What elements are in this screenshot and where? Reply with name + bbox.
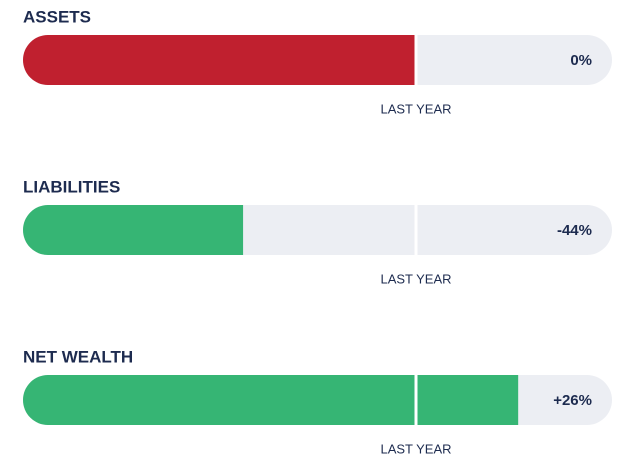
bar-fill (23, 35, 416, 85)
bar-fill (23, 375, 519, 425)
change-label: +26% (553, 392, 592, 409)
bar-group (23, 35, 612, 85)
marker-label: LAST YEAR (380, 441, 451, 456)
last-year-marker (414, 35, 418, 85)
bar-group (23, 375, 612, 425)
last-year-marker (414, 205, 418, 255)
bar-fill (23, 205, 244, 255)
change-label: 0% (570, 52, 592, 69)
change-label: -44% (557, 222, 592, 239)
bar-group (23, 205, 612, 255)
marker-label: LAST YEAR (380, 271, 451, 286)
section-title: LIABILITIES (23, 177, 120, 196)
last-year-marker (414, 375, 418, 425)
marker-label: LAST YEAR (380, 101, 451, 116)
section-title: ASSETS (23, 7, 91, 26)
section-title: NET WEALTH (23, 347, 133, 366)
